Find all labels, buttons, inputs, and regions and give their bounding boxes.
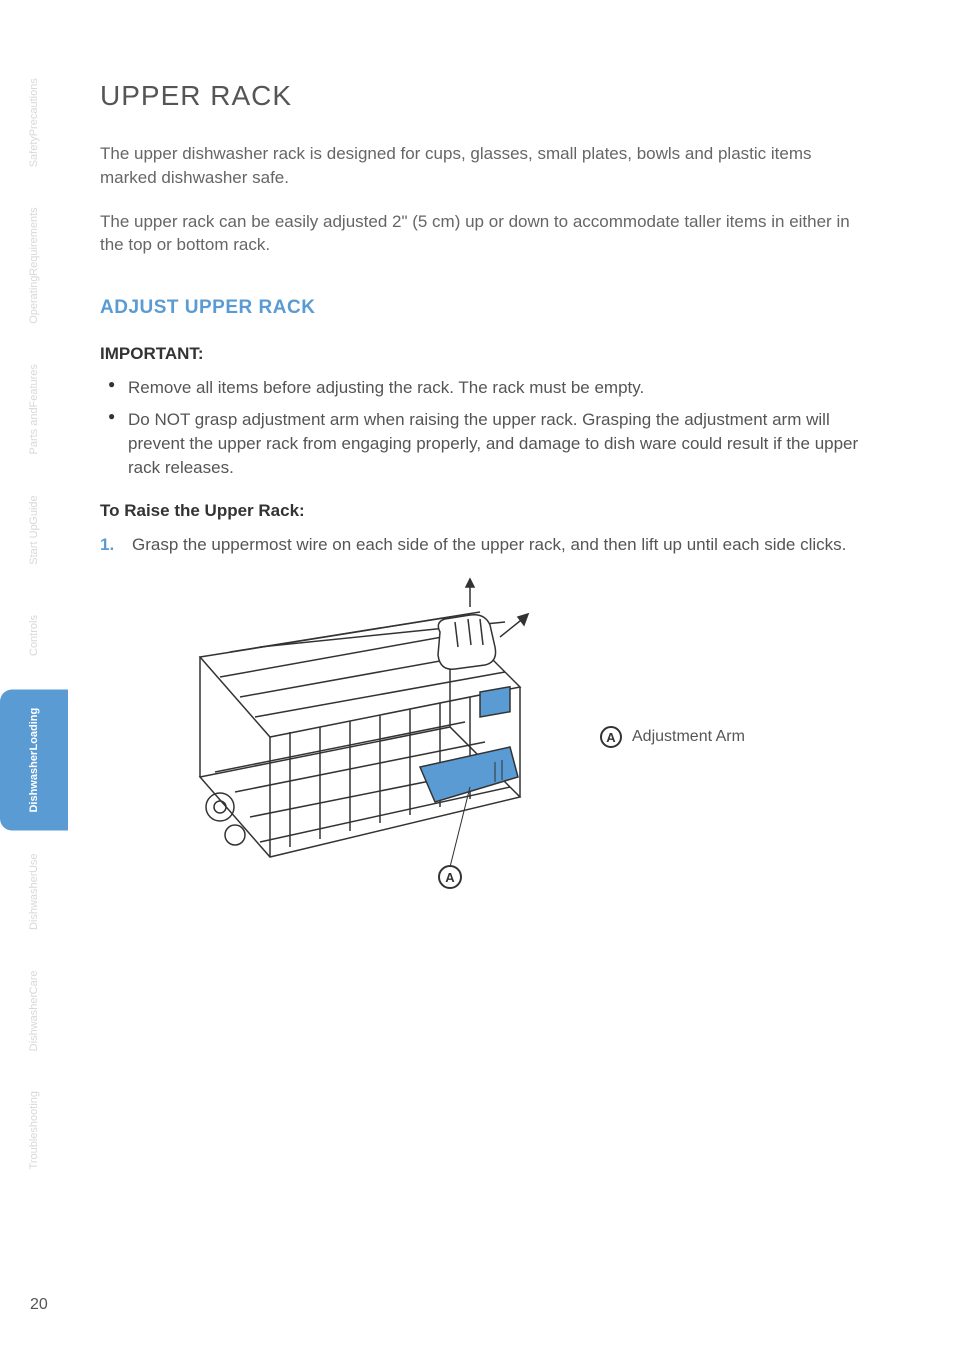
tab-controls[interactable]: Controls — [0, 586, 68, 686]
important-list: Remove all items before adjusting the ra… — [100, 376, 860, 479]
step-1: 1. Grasp the uppermost wire on each side… — [100, 533, 860, 557]
tab-safety[interactable]: SafetyPrecautions — [0, 60, 68, 185]
page-number: 20 — [30, 1296, 48, 1314]
section-heading: ADJUST UPPER RACK — [100, 297, 860, 319]
intro-paragraph-2: The upper rack can be easily adjusted 2"… — [100, 210, 860, 258]
important-label: IMPORTANT: — [100, 344, 860, 364]
rack-diagram: A — [140, 577, 540, 897]
tab-loading[interactable]: DishwasherLoading — [0, 690, 68, 831]
step-text: Grasp the uppermost wire on each side of… — [132, 533, 846, 557]
tab-care[interactable]: DishwasherCare — [0, 952, 68, 1069]
tab-parts[interactable]: Parts andFeatures — [0, 346, 68, 473]
tab-operating[interactable]: OperatingRequirements — [0, 189, 68, 342]
page-title: UPPER RACK — [100, 80, 860, 112]
main-content: UPPER RACK The upper dishwasher rack is … — [100, 80, 860, 897]
step-number: 1. — [100, 533, 118, 557]
tab-use[interactable]: DishwasherUse — [0, 835, 68, 948]
tab-startup[interactable]: Start UpGuide — [0, 477, 68, 583]
subheading-raise: To Raise the Upper Rack: — [100, 501, 860, 521]
callout-label: Adjustment Arm — [632, 728, 745, 746]
sidebar-nav: SafetyPrecautions OperatingRequirements … — [0, 60, 68, 1192]
list-item: Do NOT grasp adjustment arm when raising… — [100, 408, 860, 479]
tab-troubleshooting[interactable]: Troubleshooting — [0, 1073, 68, 1187]
figure-row: A A Adjustment Arm — [140, 577, 860, 897]
callout-a: A Adjustment Arm — [600, 726, 745, 748]
svg-text:A: A — [445, 870, 455, 885]
callout-badge: A — [600, 726, 622, 748]
list-item: Remove all items before adjusting the ra… — [100, 376, 860, 400]
intro-paragraph-1: The upper dishwasher rack is designed fo… — [100, 142, 860, 190]
